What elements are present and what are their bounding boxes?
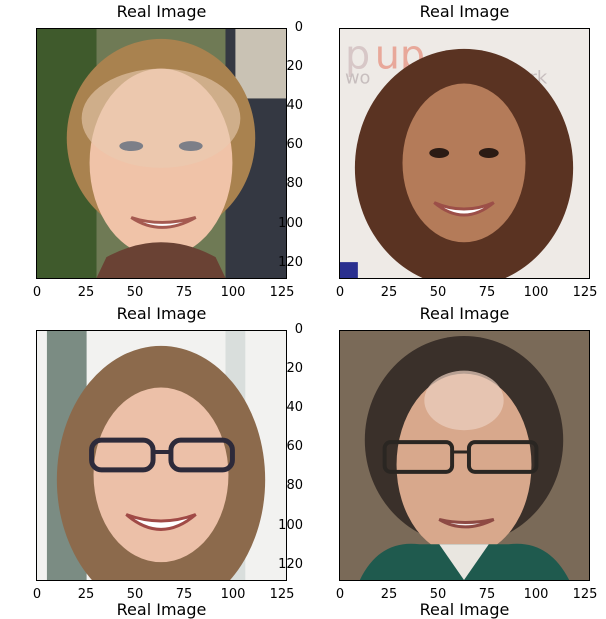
x-tick-label: 100	[220, 285, 246, 300]
y-tick-label: 60	[286, 137, 303, 152]
x-tick-label: 125	[269, 285, 295, 300]
y-tick-label: 20	[286, 361, 303, 376]
image-axes: p up wo ork	[339, 28, 590, 279]
y-tick-label: 40	[286, 98, 303, 113]
panel-top-left: Real Image 0 20 40 60 80 100 120 0 25 50…	[0, 0, 300, 300]
x-tick-label: 50	[429, 587, 447, 602]
svg-text:p: p	[345, 33, 370, 79]
y-tick-label: 100	[278, 216, 303, 231]
y-tick-label: 40	[286, 400, 303, 415]
x-tick-label: 125	[572, 285, 598, 300]
x-tick-label: 100	[220, 587, 246, 602]
panel-title: Real Image	[116, 2, 207, 21]
portrait-image: p up wo ork	[340, 29, 589, 278]
x-tick-label: 0	[335, 587, 345, 602]
x-tick-label: 75	[478, 587, 496, 602]
panel-bottom-left: Real Image 0 20 40 60 80 100 120 0 25 50…	[0, 302, 300, 602]
y-tick-label: 120	[278, 557, 303, 572]
y-tick-label: 60	[286, 439, 303, 454]
x-tick-label: 25	[77, 587, 95, 602]
panel-title: Real Image	[116, 304, 207, 323]
y-tick-label: 0	[294, 322, 303, 337]
x-tick-label: 100	[523, 587, 549, 602]
panel-title: Real Image	[419, 2, 510, 21]
y-tick-label: 100	[278, 518, 303, 533]
portrait-image	[37, 331, 286, 580]
x-tick-label: 125	[269, 587, 295, 602]
image-axes	[36, 330, 287, 581]
x-tick-label: 50	[429, 285, 447, 300]
panel-top-right: Real Image p up wo ork 0 20 40 60 80 100…	[278, 0, 603, 300]
image-axes	[339, 330, 590, 581]
x-tick-label: 50	[126, 587, 144, 602]
x-tick-label: 75	[175, 587, 193, 602]
x-tick-label: 0	[335, 285, 345, 300]
x-tick-label: 75	[478, 285, 496, 300]
x-tick-label: 25	[380, 285, 398, 300]
y-tick-label: 20	[286, 59, 303, 74]
y-tick-label: 120	[278, 255, 303, 270]
panel-bottom-right: Real Image 0 20 40 60 80 100 120 0 25 50…	[278, 302, 603, 602]
x-tick-label: 25	[77, 285, 95, 300]
x-tick-label: 75	[175, 285, 193, 300]
svg-text:wo: wo	[345, 68, 371, 89]
panel-title: Real Image	[419, 304, 510, 323]
image-axes	[36, 28, 287, 279]
x-tick-label: 25	[380, 587, 398, 602]
x-tick-label: 125	[572, 587, 598, 602]
x-tick-label: 50	[126, 285, 144, 300]
x-tick-label: 0	[32, 587, 42, 602]
y-tick-label: 0	[294, 20, 303, 35]
x-tick-label: 0	[32, 285, 42, 300]
x-tick-label: 100	[523, 285, 549, 300]
portrait-image	[37, 29, 286, 278]
y-tick-label: 80	[286, 478, 303, 493]
y-tick-label: 80	[286, 176, 303, 191]
portrait-image	[340, 331, 589, 580]
